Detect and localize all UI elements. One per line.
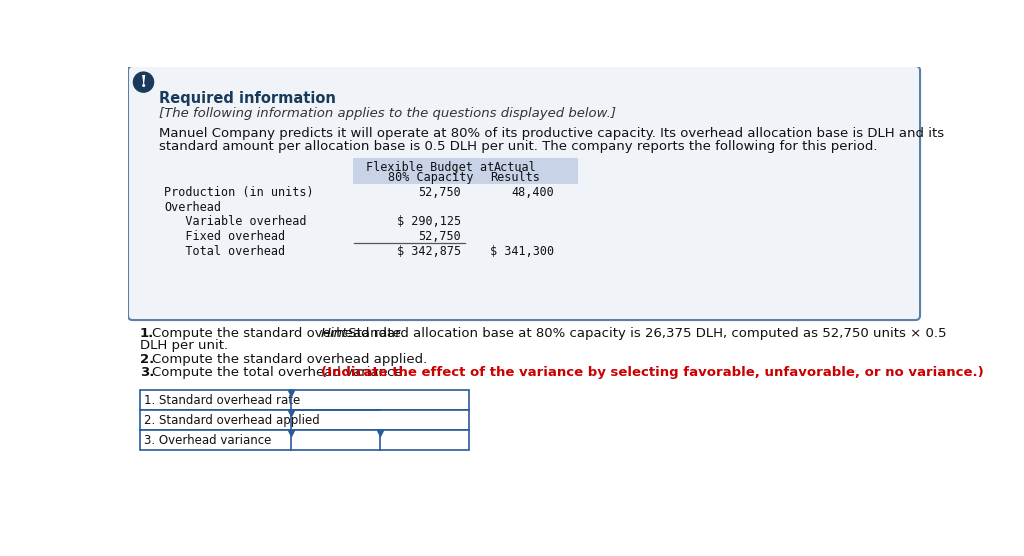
Text: $ 341,300: $ 341,300 <box>490 245 554 257</box>
Text: Fixed overhead: Fixed overhead <box>165 230 286 243</box>
FancyBboxPatch shape <box>128 66 920 320</box>
Bar <box>139 410 469 430</box>
Text: Flexible Budget at: Flexible Budget at <box>367 161 495 173</box>
Text: 80% Capacity: 80% Capacity <box>387 171 473 183</box>
Text: 2.: 2. <box>139 353 154 366</box>
Bar <box>139 390 469 410</box>
Text: 3.: 3. <box>139 366 154 379</box>
Text: !: ! <box>140 75 147 91</box>
Text: [The following information applies to the questions displayed below.]: [The following information applies to th… <box>159 107 616 120</box>
Text: Results: Results <box>490 171 541 183</box>
Text: $ 290,125: $ 290,125 <box>397 215 461 229</box>
Text: 2. Standard overhead applied: 2. Standard overhead applied <box>144 414 321 426</box>
Text: Hint:: Hint: <box>321 327 352 340</box>
Text: Compute the total overhead variance.: Compute the total overhead variance. <box>152 366 411 379</box>
Text: Total overhead: Total overhead <box>165 245 286 257</box>
Text: 1. Standard overhead rate: 1. Standard overhead rate <box>144 394 300 406</box>
Text: Overhead: Overhead <box>165 201 221 214</box>
Bar <box>352 157 578 184</box>
Text: standard amount per allocation base is 0.5 DLH per unit. The company reports the: standard amount per allocation base is 0… <box>159 140 878 153</box>
Text: Actual: Actual <box>495 161 537 173</box>
Text: Required information: Required information <box>159 91 336 106</box>
Text: Production (in units): Production (in units) <box>165 186 314 199</box>
Text: (Indicate the effect of the variance by selecting favorable, unfavorable, or no : (Indicate the effect of the variance by … <box>321 366 984 379</box>
Text: Variable overhead: Variable overhead <box>165 215 307 229</box>
Text: $ 342,875: $ 342,875 <box>397 245 461 257</box>
Text: Manuel Company predicts it will operate at 80% of its productive capacity. Its o: Manuel Company predicts it will operate … <box>159 127 944 140</box>
Circle shape <box>133 72 154 92</box>
Bar <box>139 430 469 450</box>
Text: Compute the standard overhead applied.: Compute the standard overhead applied. <box>152 353 427 366</box>
Text: 1.: 1. <box>139 327 154 340</box>
Text: 52,750: 52,750 <box>419 230 461 243</box>
Text: DLH per unit.: DLH per unit. <box>139 339 227 353</box>
Text: Standard allocation base at 80% capacity is 26,375 DLH, computed as 52,750 units: Standard allocation base at 80% capacity… <box>344 327 947 340</box>
Text: Compute the standard overhead rate.: Compute the standard overhead rate. <box>152 327 410 340</box>
Text: 48,400: 48,400 <box>512 186 554 199</box>
Text: 52,750: 52,750 <box>419 186 461 199</box>
Text: 3. Overhead variance: 3. Overhead variance <box>144 434 271 446</box>
